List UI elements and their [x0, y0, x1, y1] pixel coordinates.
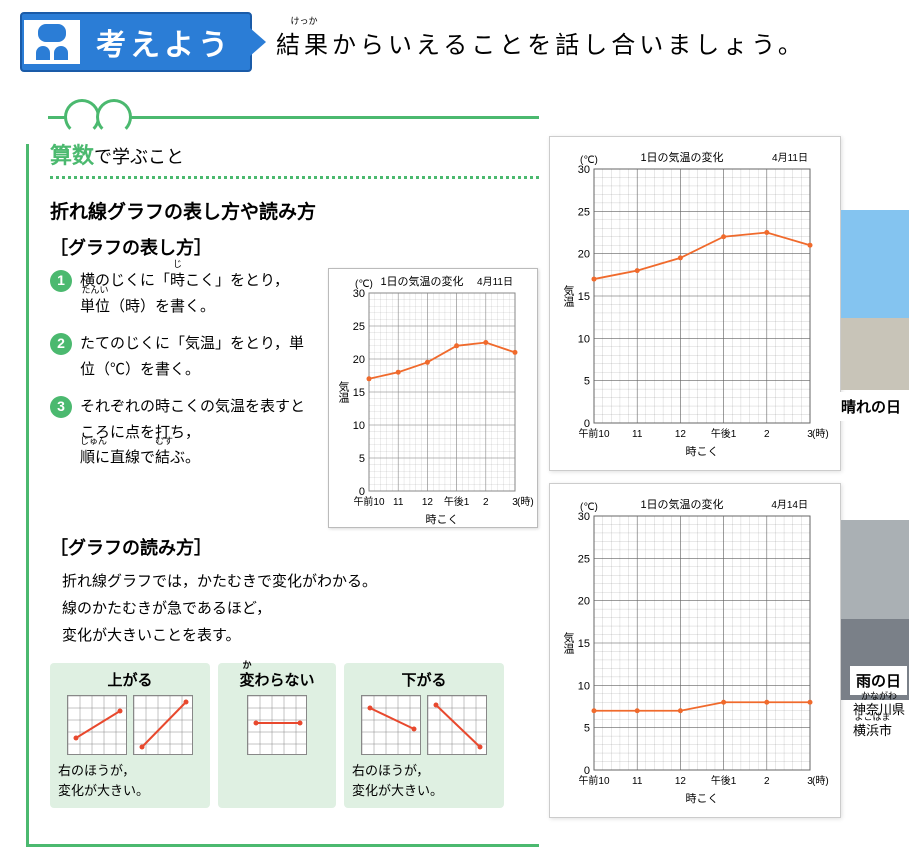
svg-text:12: 12	[675, 776, 687, 787]
charts-column: 510152025300午前101112午後123(℃)(時)1日の気温の変化4…	[549, 136, 841, 830]
make-graph-label: ［グラフの表し方］	[50, 234, 550, 260]
svg-text:1日の気温の変化: 1日の気温の変化	[640, 497, 723, 511]
svg-text:25: 25	[578, 206, 590, 218]
svg-text:15: 15	[578, 291, 590, 303]
svg-text:(℃): (℃)	[580, 155, 598, 166]
svg-text:5: 5	[584, 723, 590, 735]
svg-text:(時): (時)	[812, 775, 829, 787]
svg-text:気温: 気温	[337, 380, 350, 403]
slope-examples: 上がる右のほうが，変化が大きい。か変わらない下がる右のほうが，変化が大きい。	[50, 663, 550, 808]
right-column: 510152025300午前101112午後123(℃)(時)1日の気温の変化4…	[549, 136, 909, 830]
chart-sunny-day: 510152025300午前101112午後123(℃)(時)1日の気温の変化4…	[549, 136, 841, 471]
left-border	[26, 144, 29, 847]
chart-rainy-day: 510152025300午前101112午後123(℃)(時)1日の気温の変化4…	[549, 483, 841, 818]
header: 考えよう けっか結果からいえることを話し合いましょう。	[20, 12, 909, 72]
svg-text:25: 25	[578, 553, 590, 565]
svg-text:2: 2	[764, 429, 770, 440]
step-1: 1 横のじくに「じ時こく」をとり，たんい単位（時）を書く。	[50, 268, 310, 319]
svg-text:4月14日: 4月14日	[771, 499, 808, 511]
svg-text:20: 20	[578, 596, 590, 608]
svg-text:(℃): (℃)	[355, 279, 373, 290]
svg-text:4月11日: 4月11日	[772, 152, 808, 164]
svg-text:1日の気温の変化: 1日の気温の変化	[640, 150, 723, 164]
svg-text:5: 5	[584, 376, 590, 388]
bottom-border	[26, 844, 539, 847]
step-number: 2	[50, 333, 72, 355]
svg-text:午後1: 午後1	[711, 427, 737, 440]
cloud-divider	[20, 102, 909, 130]
read-graph-label: ［グラフの読み方］	[50, 534, 550, 560]
slope-card: 下がる右のほうが，変化が大きい。	[344, 663, 504, 808]
svg-text:15: 15	[353, 387, 365, 399]
step-number: 1	[50, 270, 72, 292]
location-label: かながわ神奈川県 よこはま横浜市	[853, 700, 905, 742]
svg-text:午前10: 午前10	[353, 495, 385, 508]
svg-text:5: 5	[359, 453, 365, 465]
mini-temperature-chart: 510152025300午前101112午後123(℃)(時)1日の気温の変化4…	[328, 268, 538, 528]
page: 考えよう けっか結果からいえることを話し合いましょう。 算数で学ぶこと 折れ線グ…	[0, 0, 909, 859]
svg-text:2: 2	[764, 776, 770, 787]
header-description: けっか結果からいえることを話し合いましょう。	[276, 25, 806, 60]
svg-text:午後1: 午後1	[711, 774, 737, 787]
svg-text:午前10: 午前10	[578, 427, 610, 440]
banner-label: 考えよう	[80, 16, 248, 68]
banner-arrow-icon	[250, 28, 266, 56]
dotted-divider	[50, 176, 539, 179]
svg-text:(℃): (℃)	[580, 502, 598, 513]
think-banner: 考えよう	[20, 12, 252, 72]
svg-text:4月11日: 4月11日	[477, 276, 513, 288]
svg-text:気温: 気温	[562, 284, 575, 307]
svg-text:20: 20	[353, 354, 365, 366]
svg-text:(時): (時)	[517, 496, 534, 508]
svg-text:10: 10	[353, 420, 365, 432]
svg-text:12: 12	[422, 497, 434, 508]
svg-text:11: 11	[632, 776, 643, 787]
svg-text:15: 15	[578, 638, 590, 650]
photos-column: 晴れの日 雨の日 かながわ神奈川県 よこはま横浜市	[841, 136, 909, 830]
svg-text:11: 11	[393, 497, 404, 508]
reading-explanation: 折れ線グラフでは，かたむきで変化がわかる。線のかたむきが急であるほど，変化が大き…	[62, 568, 550, 649]
svg-text:(時): (時)	[812, 428, 829, 440]
svg-text:午前10: 午前10	[578, 774, 610, 787]
svg-text:気温: 気温	[562, 631, 575, 654]
svg-text:2: 2	[483, 497, 489, 508]
sunny-label: 晴れの日	[835, 392, 907, 421]
slope-card: か変わらない	[218, 663, 336, 808]
svg-text:1日の気温の変化: 1日の気温の変化	[380, 274, 463, 288]
svg-text:午後1: 午後1	[444, 495, 470, 508]
steps-list: 1 横のじくに「じ時こく」をとり，たんい単位（時）を書く。 2 たてのじくに「気…	[50, 268, 310, 528]
step-number: 3	[50, 396, 72, 418]
step-3: 3 それぞれの時こくの気温を表すところに点を打ち，じゅん順に直線でむす結ぶ。	[50, 394, 310, 471]
svg-text:11: 11	[632, 429, 643, 440]
svg-text:10: 10	[578, 680, 590, 692]
svg-text:時こく: 時こく	[686, 445, 719, 458]
svg-text:25: 25	[353, 321, 365, 333]
slope-card: 上がる右のほうが，変化が大きい。	[50, 663, 210, 808]
svg-text:時こく: 時こく	[426, 513, 459, 526]
svg-text:20: 20	[578, 249, 590, 261]
svg-text:時こく: 時こく	[686, 792, 719, 805]
people-talk-icon	[24, 20, 80, 64]
step-2: 2 たてのじくに「気温」をとり，単位（℃）を書く。	[50, 331, 310, 382]
photo-sunny	[841, 210, 909, 390]
graph-section-title: 折れ線グラフの表し方や読み方	[50, 197, 550, 224]
svg-text:10: 10	[578, 333, 590, 345]
left-column: 折れ線グラフの表し方や読み方 ［グラフの表し方］ 1 横のじくに「じ時こく」をと…	[20, 197, 550, 808]
svg-text:12: 12	[675, 429, 687, 440]
